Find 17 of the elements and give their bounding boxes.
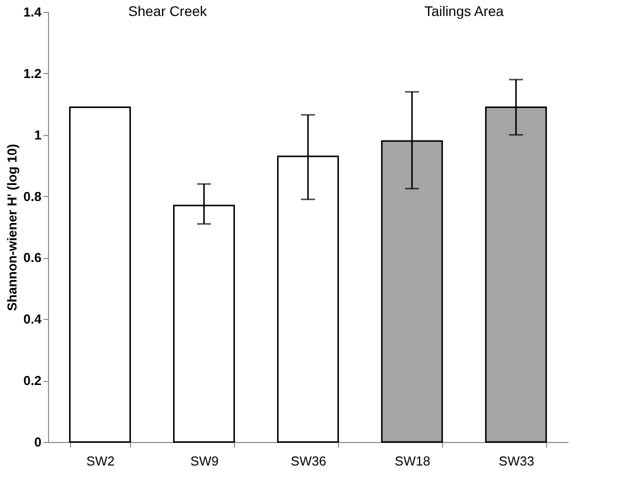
y-tick-label: 0	[34, 434, 42, 450]
x-tick-label: SW18	[394, 454, 430, 468]
annotation: Tailings Area	[424, 3, 504, 19]
y-tick-label: 1.2	[23, 66, 42, 81]
y-tick-label: 0.2	[23, 373, 42, 388]
annotation: Shear Creek	[128, 3, 208, 19]
y-tick-label: 0.6	[23, 250, 42, 266]
x-tick-label: SW36	[290, 454, 326, 468]
y-axis-title: Shannon-wiener H' (log 10)	[4, 144, 20, 312]
bar	[69, 106, 131, 443]
x-tick-label: SW2	[86, 454, 115, 468]
y-tick-label: 1	[34, 127, 42, 142]
y-tick-label: 0.8	[23, 188, 42, 204]
y-tick-label: 1.4	[23, 4, 42, 20]
x-tick-label: SW9	[190, 454, 219, 468]
y-tick-label: 0.4	[23, 312, 42, 327]
x-tick-label: SW33	[498, 454, 534, 468]
